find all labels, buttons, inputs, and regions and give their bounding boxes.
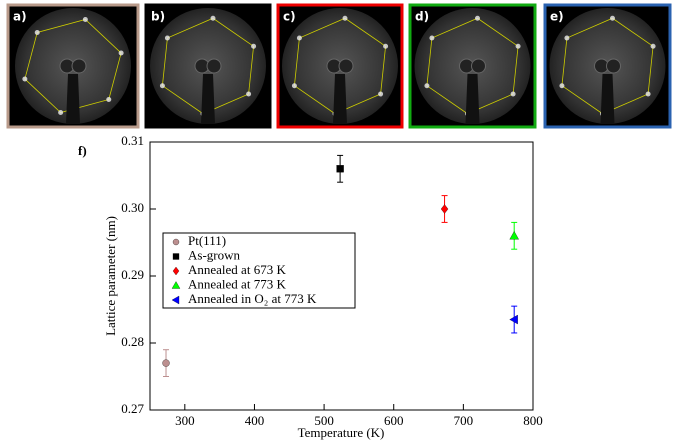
leed-panels: a) b) c) d) e) [6, 3, 672, 129]
leed-spot [106, 97, 112, 103]
electron-gun [333, 74, 347, 124]
x-tick-label: 500 [314, 413, 334, 428]
legend-marker [171, 295, 180, 305]
leed-spot [424, 83, 430, 89]
legend-marker [172, 266, 180, 276]
electron-gun [201, 74, 215, 124]
electron-gun [600, 74, 615, 124]
leed-spot [210, 15, 216, 21]
panel-label: b) [151, 10, 165, 24]
panel-label: c) [283, 10, 296, 24]
gun-head [71, 58, 87, 74]
leed-spot [82, 16, 88, 22]
leed-spot [164, 35, 170, 41]
legend-label: Annealed at 673 K [188, 262, 286, 277]
point [162, 359, 170, 367]
legend-label: Annealed in O₂ at 773 K [188, 291, 317, 306]
gun-head [471, 58, 486, 74]
x-tick-label: 600 [384, 413, 404, 428]
leed-spot [251, 43, 257, 49]
y-tick-label: 0.29 [121, 267, 144, 282]
leed-spot [22, 76, 28, 82]
y-axis-label: Lattice parameter (nm) [103, 216, 118, 336]
x-tick-label: 800 [523, 413, 543, 428]
leed-spot [378, 91, 384, 97]
x-tick-label: 700 [454, 413, 474, 428]
legend-box [162, 232, 356, 309]
leed-spot [429, 35, 435, 41]
y-tick-label: 0.28 [121, 334, 144, 349]
legend-label: Annealed at 773 K [188, 276, 286, 291]
leed-spot [159, 83, 165, 89]
gun-head [338, 58, 354, 74]
leed-spot [342, 15, 348, 21]
x-axis-label: Temperature (K) [298, 425, 385, 440]
leed-spot [291, 83, 297, 89]
leed-spot [609, 15, 615, 21]
electron-gun [465, 74, 480, 124]
leed-spot [118, 50, 124, 56]
leed-spot [564, 35, 570, 41]
leed-spot [510, 91, 516, 97]
leed-spot [34, 29, 40, 35]
gun-head [606, 58, 621, 74]
legend-marker [172, 253, 180, 260]
leed-spot [515, 43, 521, 49]
y-tick-label: 0.30 [121, 200, 144, 215]
legend-label: As-grown [188, 247, 240, 262]
leed-spot [246, 91, 252, 97]
legend-marker [171, 281, 181, 289]
legend-label: Pt(111) [188, 233, 226, 248]
leed-spot [650, 43, 656, 49]
leed-spot [559, 83, 565, 89]
y-tick-label: 0.27 [121, 401, 144, 416]
panel-label: d) [415, 10, 429, 24]
panel-label: f) [78, 143, 87, 158]
point [440, 204, 449, 214]
leed-spot [296, 35, 302, 41]
panel-label: e) [550, 10, 564, 24]
gun-head [206, 58, 222, 74]
point [509, 314, 518, 325]
x-tick-label: 400 [245, 413, 265, 428]
panel-label: a) [13, 10, 27, 24]
leed-spot [383, 43, 389, 49]
legend-marker [172, 238, 180, 246]
leed-spot [645, 91, 651, 97]
x-tick-label: 300 [175, 413, 195, 428]
point [509, 230, 519, 240]
leed-spot [474, 15, 480, 21]
y-tick-label: 0.31 [121, 133, 144, 148]
electron-gun [66, 74, 80, 124]
leed-spot [58, 110, 64, 116]
point [336, 165, 344, 173]
